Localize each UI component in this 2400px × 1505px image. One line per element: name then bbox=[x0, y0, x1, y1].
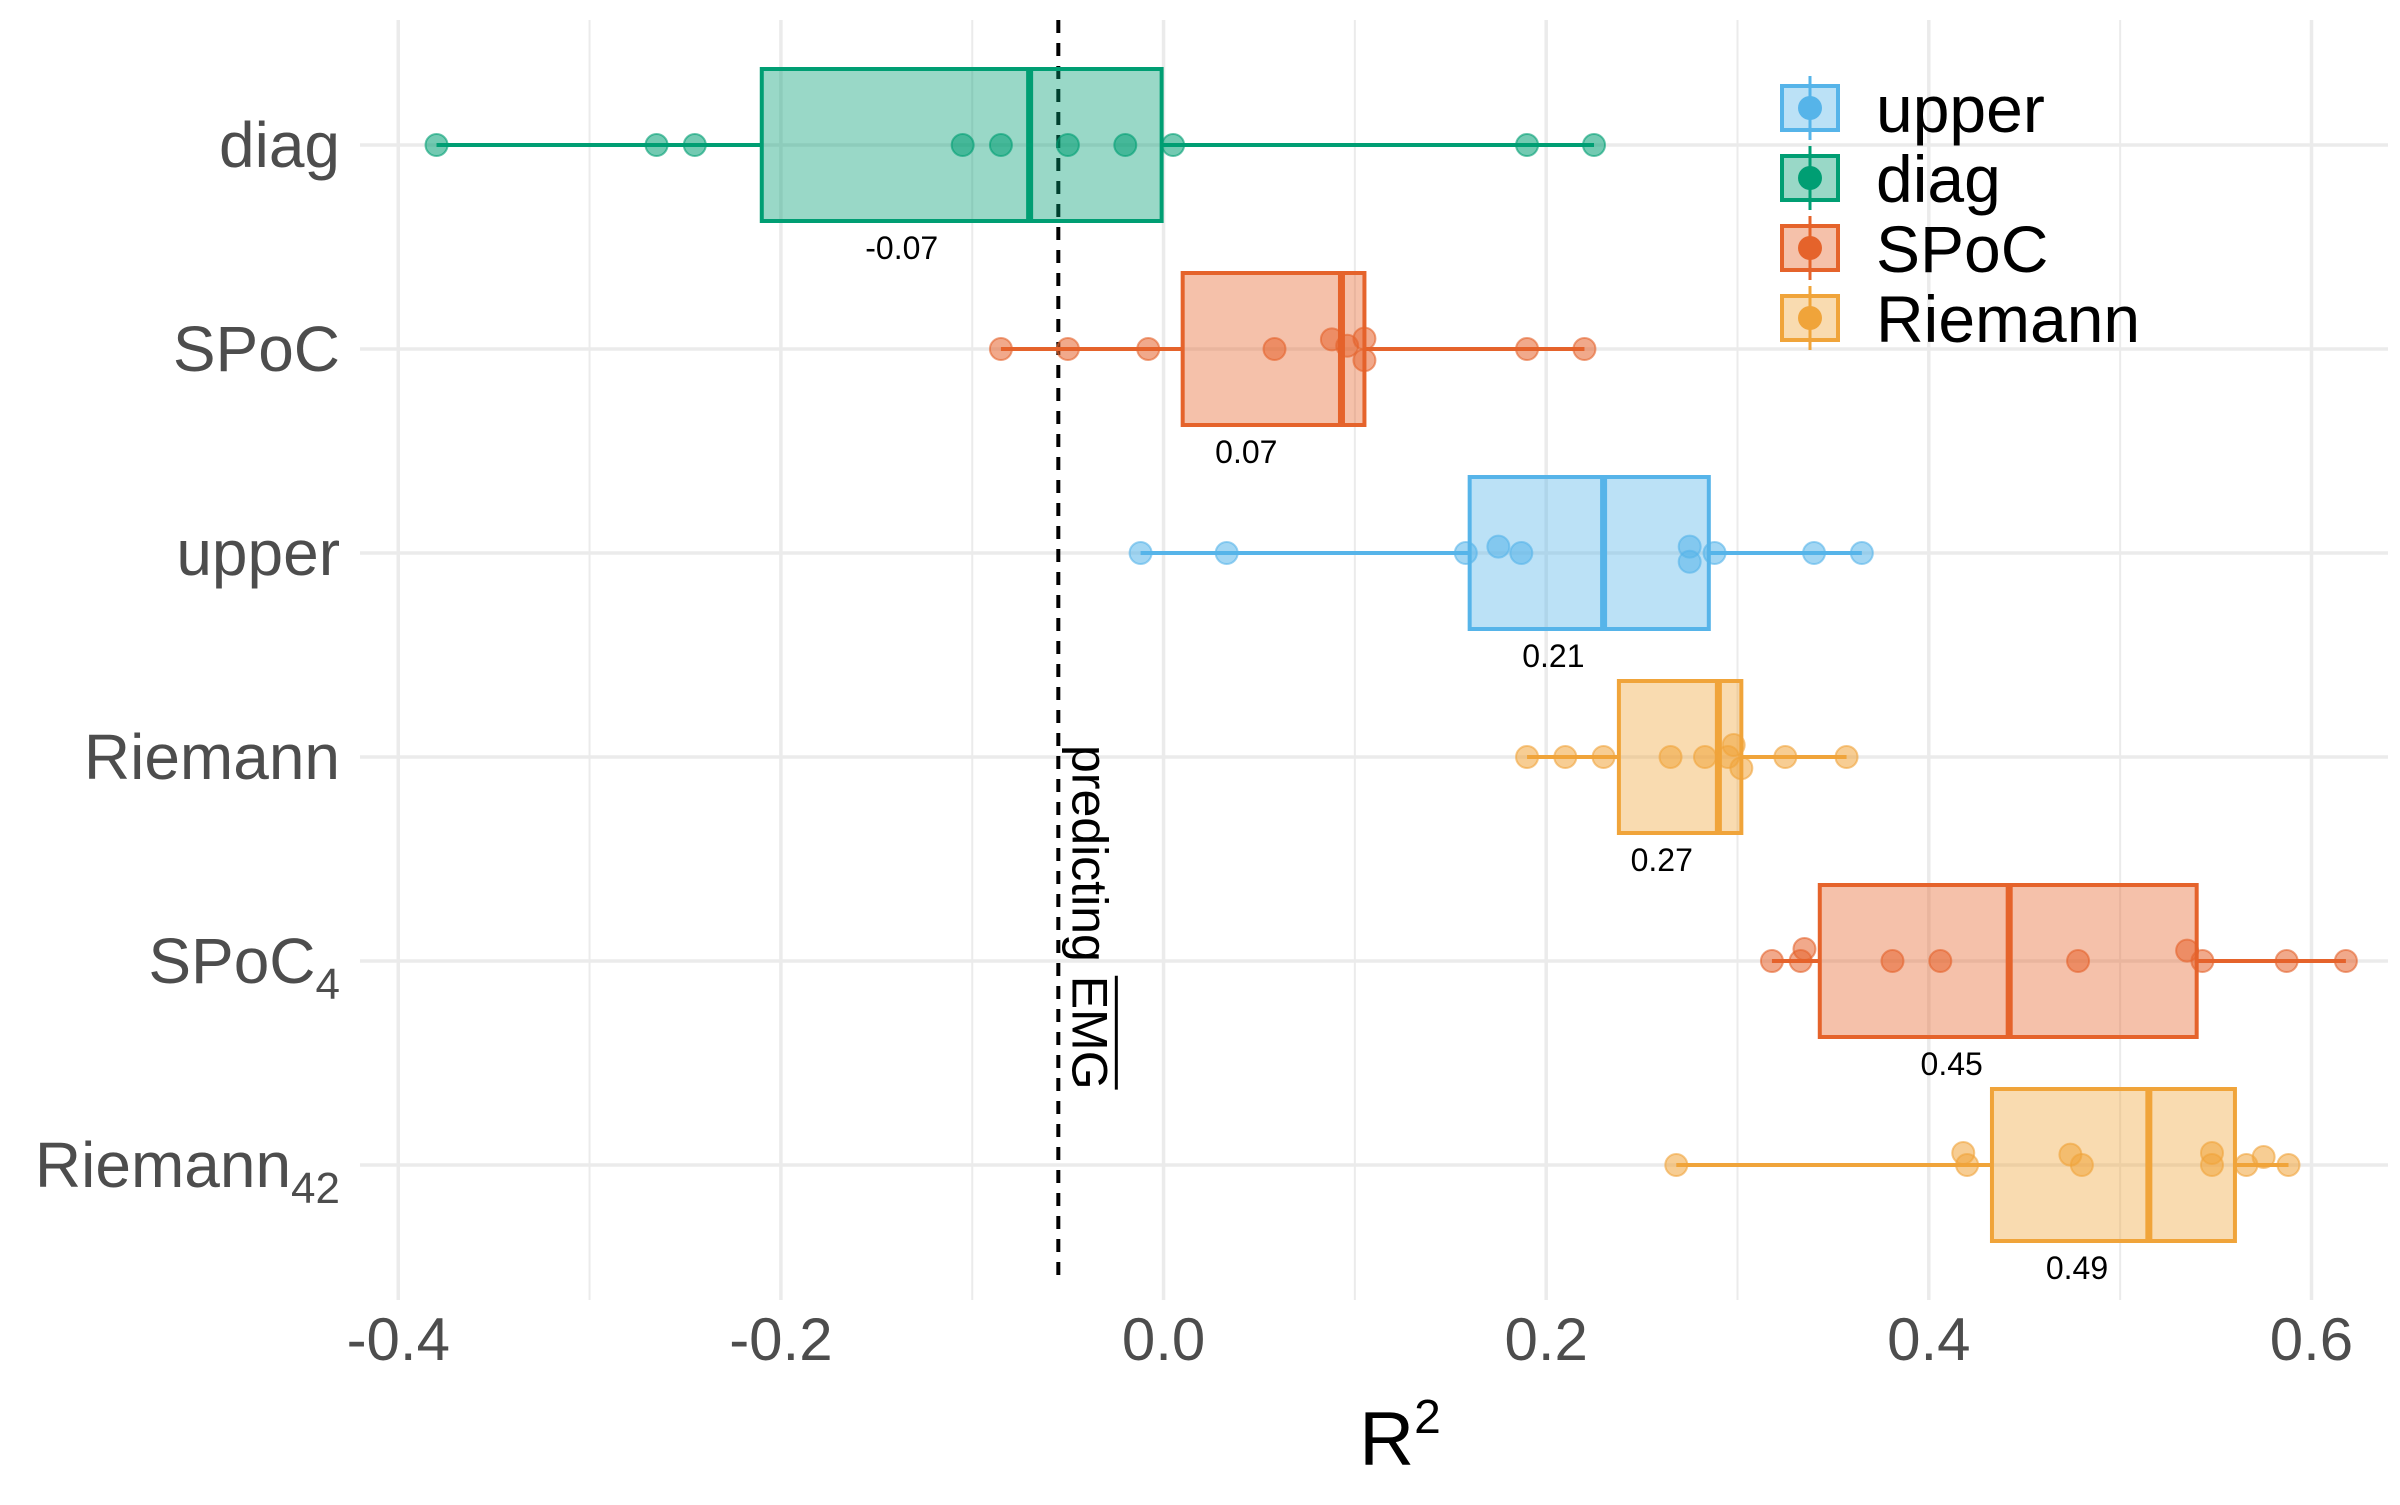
data-point bbox=[1113, 133, 1138, 157]
data-point bbox=[1658, 745, 1683, 769]
legend-item-spoc: SPoC bbox=[1780, 212, 2048, 286]
data-point bbox=[2274, 949, 2299, 973]
data-point bbox=[1553, 745, 1578, 769]
box-group-riemann42: 0.49 bbox=[1664, 1087, 2301, 1286]
data-point bbox=[1773, 745, 1798, 769]
reference-line-annotation: predicting EMG bbox=[1061, 745, 1118, 1090]
legend-key-point bbox=[1798, 96, 1822, 120]
x-tick-label: 0.6 bbox=[2270, 1306, 2353, 1373]
axes: R2 -0.4 -0.2 0.0 0.2 0.4 0.6diagSPoCupperRiem… bbox=[35, 109, 2353, 1482]
data-point bbox=[1880, 949, 1905, 973]
median-value-label: 0.27 bbox=[1631, 842, 1693, 878]
data-point bbox=[1729, 756, 1754, 781]
legend-key-box bbox=[1780, 154, 1840, 202]
data-point bbox=[1759, 949, 1784, 973]
legend-label: SPoC bbox=[1876, 212, 2048, 286]
data-point bbox=[2251, 1145, 2276, 1169]
data-point bbox=[1515, 133, 1540, 157]
data-point bbox=[950, 133, 975, 157]
data-point bbox=[2066, 949, 2091, 973]
data-point bbox=[988, 133, 1013, 157]
legend-item-diag: diag bbox=[1780, 142, 2001, 216]
legend-key-box bbox=[1780, 224, 1840, 272]
y-tick-label: upper bbox=[176, 517, 340, 589]
data-point bbox=[1486, 534, 1511, 559]
y-tick-label: SPoC bbox=[173, 313, 340, 385]
data-point bbox=[1664, 1153, 1689, 1177]
x-tick-label: 0.4 bbox=[1887, 1306, 1970, 1373]
data-point bbox=[1582, 133, 1607, 157]
data-point bbox=[644, 133, 669, 157]
data-point bbox=[2199, 1153, 2224, 1177]
reference-line-group: predicting EMG bbox=[1056, 20, 1118, 1285]
data-point bbox=[2069, 1153, 2094, 1177]
x-tick-label: -0.2 bbox=[729, 1306, 832, 1373]
boxes: -0.07 0.07 0.21 0.27 0.45 0.49 bbox=[424, 67, 2358, 1286]
legend-label: upper bbox=[1876, 72, 2045, 146]
data-point bbox=[1515, 745, 1540, 769]
data-point bbox=[2190, 949, 2215, 973]
x-axis-title: R2 bbox=[1359, 1391, 1441, 1482]
data-point bbox=[1849, 541, 1874, 565]
box-group-upper: 0.21 bbox=[1128, 475, 1874, 674]
data-point bbox=[1802, 541, 1827, 565]
data-point bbox=[1721, 733, 1746, 757]
data-point bbox=[1136, 337, 1161, 361]
data-point bbox=[1055, 337, 1080, 361]
data-point bbox=[1352, 348, 1377, 373]
data-point bbox=[682, 133, 707, 157]
data-point bbox=[1509, 541, 1534, 565]
median-value-label: 0.49 bbox=[2046, 1250, 2108, 1286]
data-point bbox=[1128, 541, 1153, 565]
legend-key-point bbox=[1798, 166, 1822, 190]
data-point bbox=[1572, 337, 1597, 361]
median-value-label: 0.45 bbox=[1921, 1046, 1983, 1082]
data-point bbox=[988, 337, 1013, 361]
data-point bbox=[1214, 541, 1239, 565]
legend-key-point bbox=[1798, 236, 1822, 260]
data-point bbox=[1161, 133, 1186, 157]
median-value-label: 0.21 bbox=[1522, 638, 1584, 674]
data-point bbox=[2276, 1153, 2301, 1177]
x-tick-label: -0.4 bbox=[347, 1306, 450, 1373]
data-point bbox=[424, 133, 449, 157]
legend-item-upper: upper bbox=[1780, 72, 2045, 146]
data-point bbox=[1262, 337, 1287, 361]
data-point bbox=[2333, 949, 2358, 973]
x-tick-label: 0.0 bbox=[1122, 1306, 1205, 1373]
median-value-label: 0.07 bbox=[1215, 434, 1277, 470]
data-point bbox=[1453, 541, 1478, 565]
legend-item-riemann: Riemann bbox=[1780, 282, 2140, 356]
data-point bbox=[1692, 745, 1717, 769]
legend-key-point bbox=[1798, 306, 1822, 330]
y-tick-label: diag bbox=[219, 109, 340, 181]
data-point bbox=[1792, 937, 1817, 961]
box-group-spoc: 0.07 bbox=[988, 271, 1597, 470]
x-tick-label: 0.2 bbox=[1504, 1306, 1587, 1373]
box-group-spoc4: 0.45 bbox=[1759, 883, 2358, 1082]
y-tick-label: SPoC4 bbox=[148, 925, 340, 1009]
legend-label: diag bbox=[1876, 142, 2001, 216]
data-point bbox=[1702, 541, 1727, 565]
data-point bbox=[1591, 745, 1616, 769]
data-point bbox=[1928, 949, 1953, 973]
box-group-diag: -0.07 bbox=[424, 67, 1607, 266]
data-point bbox=[1955, 1153, 1980, 1177]
data-point bbox=[1677, 549, 1702, 574]
data-point bbox=[1515, 337, 1540, 361]
reference-line-label: predicting EMG bbox=[1061, 745, 1117, 1090]
box-group-riemann: 0.27 bbox=[1515, 679, 1859, 878]
data-point bbox=[1834, 745, 1859, 769]
median-value-label: -0.07 bbox=[865, 230, 938, 266]
y-tick-label: Riemann bbox=[84, 721, 340, 793]
data-point bbox=[1352, 326, 1377, 351]
legend-label: Riemann bbox=[1876, 282, 2140, 356]
y-tick-label: Riemann42 bbox=[35, 1129, 340, 1213]
data-point bbox=[1055, 133, 1080, 157]
box bbox=[1989, 1087, 2237, 1243]
